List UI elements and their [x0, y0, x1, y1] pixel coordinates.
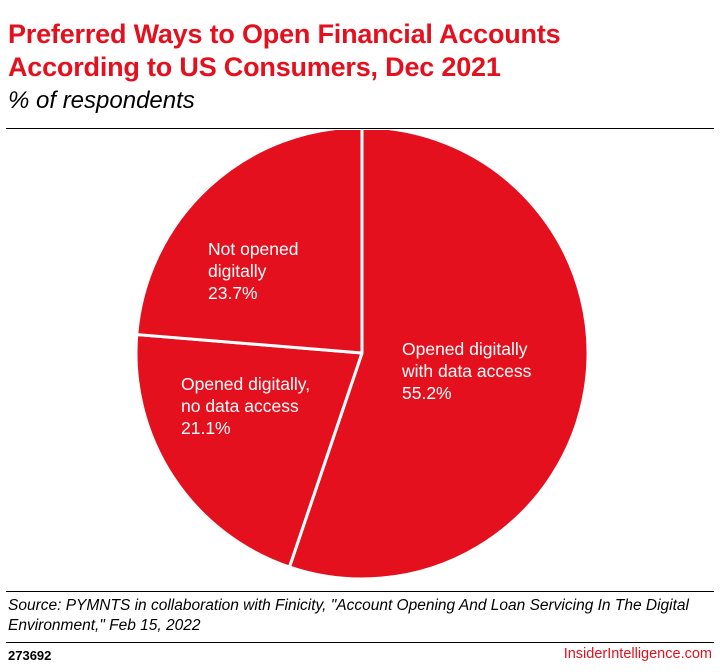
- pie-slice: [135, 130, 364, 355]
- pie-labels: Opened digitally with data access 55.2%Ope…: [181, 239, 532, 438]
- chart-subtitle: % of respondents: [8, 87, 195, 114]
- slice-label-line: with data access: [401, 361, 532, 381]
- source-note: Source: PYMNTS in collaboration with Fin…: [8, 597, 689, 634]
- slice-label-line: digitally: [208, 261, 267, 281]
- slice-label-line: Not opened: [208, 239, 299, 259]
- pie-chart: Opened digitally with data access 55.2%Ope…: [134, 130, 590, 581]
- pie-slice: [287, 130, 590, 581]
- slice-label-line: Opened digitally: [402, 339, 528, 359]
- chart-title: Preferred Ways to Open Financial Account…: [8, 19, 561, 82]
- footer-divider: [6, 642, 714, 643]
- slice-label-line: Opened digitally,: [181, 374, 310, 394]
- pie-slice: [134, 333, 364, 569]
- slice-label: Not opened digitally 23.7%: [208, 239, 299, 303]
- slice-value-label: 23.7%: [208, 283, 258, 303]
- chart-id: 273692: [8, 648, 52, 663]
- brand-link[interactable]: InsiderIntelligence.com: [563, 646, 712, 662]
- slice-value-label: 21.1%: [181, 418, 231, 438]
- slice-value-label: 55.2%: [402, 383, 452, 403]
- bottom-divider: [6, 591, 714, 592]
- slice-label-line: no data access: [181, 396, 299, 416]
- slice-label: Opened digitally with data access 55.2%: [401, 339, 532, 403]
- slice-label: Opened digitally, no data access 21.1%: [181, 374, 310, 438]
- pie-slices: [134, 130, 590, 581]
- top-divider: [6, 128, 714, 129]
